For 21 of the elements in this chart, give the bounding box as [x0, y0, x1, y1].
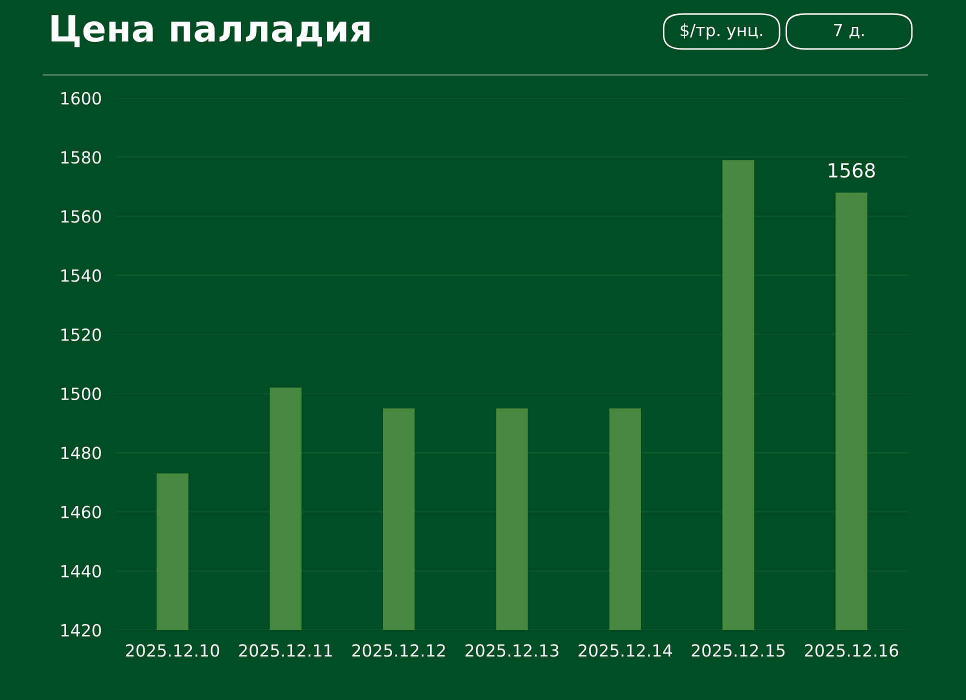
y-tick-label: 1420	[61, 624, 101, 637]
y-tick-label: 1440	[61, 564, 101, 578]
data-label: 1568	[828, 162, 875, 178]
chart-title: Цена палладия	[52, 15, 370, 48]
x-tick-label: 2025.12.11	[239, 644, 332, 657]
y-tick-label: 1480	[61, 446, 101, 460]
x-tick-label: 2025.12.12	[352, 644, 445, 657]
text: 7 д.	[834, 24, 864, 38]
y-tick-label: 1460	[61, 506, 101, 518]
x-tick-label: 2025.12.10	[126, 644, 220, 657]
x-tick-label: 2025.12.14	[578, 644, 672, 657]
y-tick-label: 1560	[61, 210, 101, 223]
y-tick-label: 1600	[61, 92, 101, 105]
y-tick-label: 1500	[61, 388, 101, 400]
text: $/тр. унц.	[680, 23, 762, 40]
x-tick-label: 2025.12.15	[692, 644, 785, 657]
y-tick-label: 1540	[61, 269, 101, 282]
x-tick-label: 2025.12.13	[465, 644, 558, 657]
x-tick-label: 2025.12.16	[804, 644, 898, 657]
y-tick-label: 1520	[61, 328, 101, 342]
y-tick-label: 1580	[61, 151, 101, 164]
